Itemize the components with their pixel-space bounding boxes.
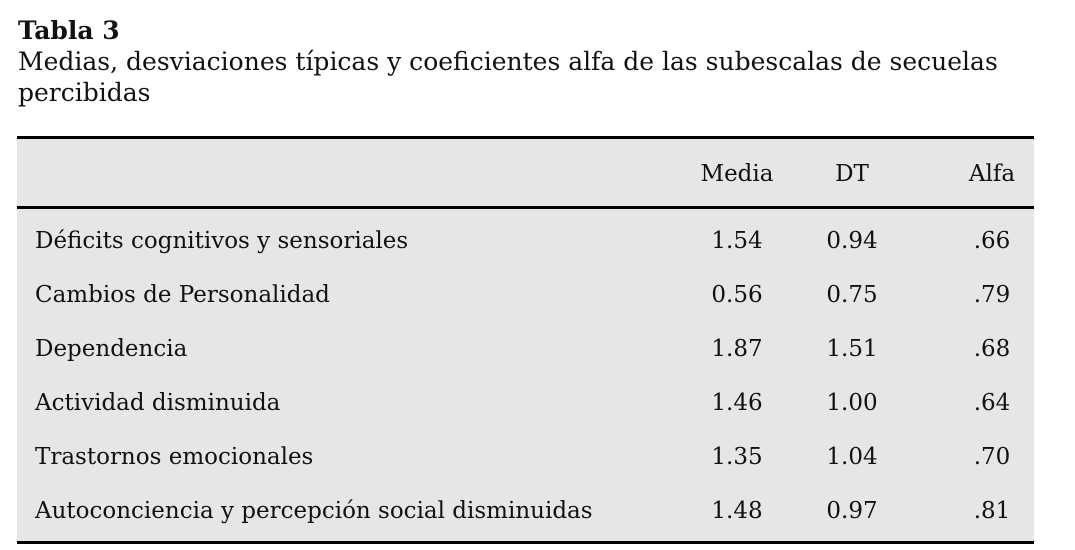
header-alfa: Alfa <box>968 161 1016 187</box>
table-row: Trastornos emocionales 1.35 1.04 .70 <box>17 430 1034 484</box>
cell-dt: 1.04 <box>826 444 878 470</box>
cell-alfa: .79 <box>973 282 1011 308</box>
cell-dt: 1.00 <box>826 390 878 416</box>
table-label: Tabla 3 <box>18 16 120 45</box>
cell-dt: 0.97 <box>826 498 878 524</box>
table-title-line-2: percibidas <box>18 78 151 107</box>
table-row: Dependencia 1.87 1.51 .68 <box>17 322 1034 376</box>
row-label: Dependencia <box>35 336 188 362</box>
cell-alfa: .66 <box>973 228 1011 254</box>
cell-alfa: .64 <box>973 390 1011 416</box>
data-table: Media DT Alfa Déficits cognitivos y sens… <box>17 136 1034 544</box>
row-label: Cambios de Personalidad <box>35 282 330 308</box>
table-row: Déficits cognitivos y sensoriales 1.54 0… <box>17 214 1034 268</box>
cell-media: 1.54 <box>711 228 763 254</box>
row-label: Actividad disminuida <box>35 390 281 416</box>
cell-media: 1.35 <box>711 444 763 470</box>
table-row: Cambios de Personalidad 0.56 0.75 .79 <box>17 268 1034 322</box>
cell-media: 0.56 <box>711 282 763 308</box>
table-title: Medias, desviaciones típicas y coeficien… <box>18 46 1038 108</box>
header-media: Media <box>700 161 774 187</box>
cell-media: 1.87 <box>711 336 763 362</box>
cell-dt: 1.51 <box>826 336 878 362</box>
row-label: Autoconciencia y percepción social dismi… <box>35 498 593 524</box>
cell-alfa: .81 <box>973 498 1011 524</box>
table-row: Autoconciencia y percepción social dismi… <box>17 484 1034 538</box>
row-label: Trastornos emocionales <box>35 444 314 470</box>
cell-alfa: .70 <box>973 444 1011 470</box>
table-caption: Tabla 3 Medias, desviaciones típicas y c… <box>18 16 1038 108</box>
table-title-line-1: Medias, desviaciones típicas y coeficien… <box>18 47 998 76</box>
cell-media: 1.46 <box>711 390 763 416</box>
table-header-row: Media DT Alfa <box>17 139 1034 209</box>
row-label: Déficits cognitivos y sensoriales <box>35 228 409 254</box>
header-dt: DT <box>835 161 869 187</box>
cell-dt: 0.75 <box>826 282 878 308</box>
cell-dt: 0.94 <box>826 228 878 254</box>
table-row: Actividad disminuida 1.46 1.00 .64 <box>17 376 1034 430</box>
cell-alfa: .68 <box>973 336 1011 362</box>
cell-media: 1.48 <box>711 498 763 524</box>
